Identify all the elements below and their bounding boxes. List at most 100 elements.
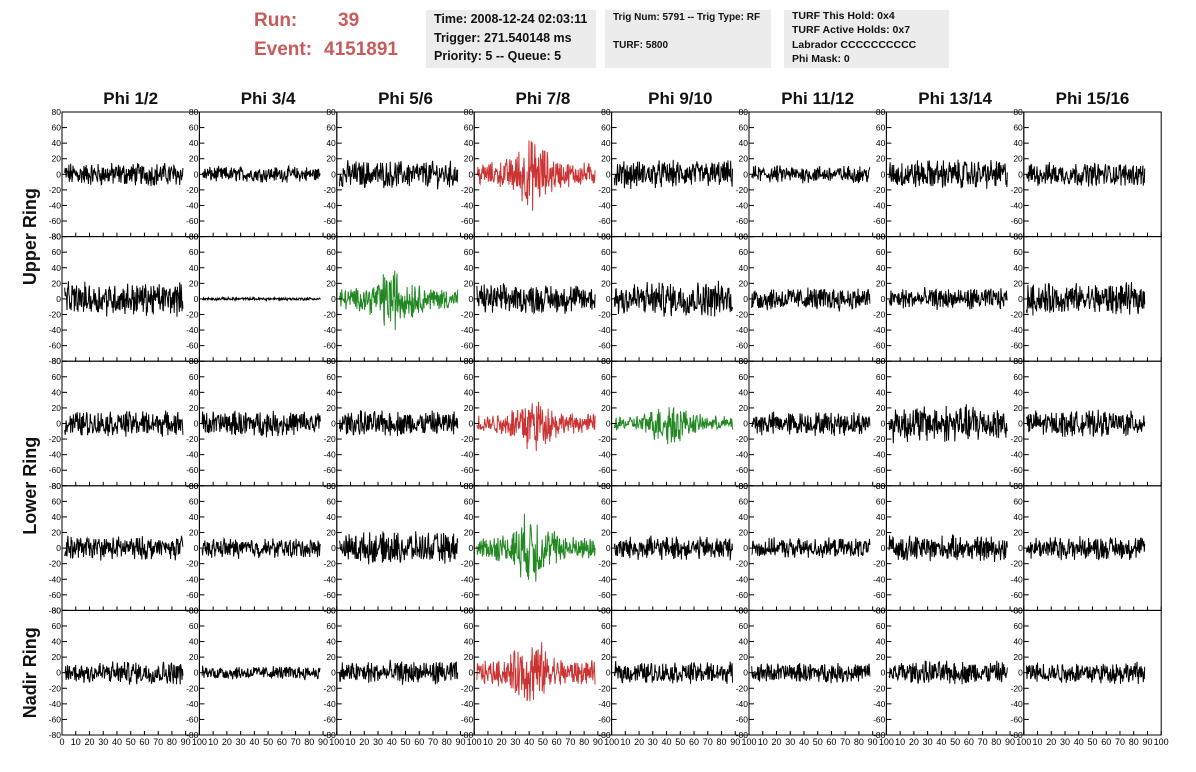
- y-tick-label: -60: [461, 714, 474, 724]
- x-tick-label: 30: [785, 737, 795, 747]
- y-tick-label: 20: [739, 528, 749, 538]
- y-tick-label: 40: [876, 387, 886, 397]
- column-title: Phi 11/12: [781, 89, 854, 108]
- y-tick-label: 40: [876, 512, 886, 522]
- y-tick-label: -20: [598, 683, 611, 693]
- waveform-trace: [1026, 409, 1146, 437]
- y-tick-label: 60: [876, 621, 886, 631]
- y-tick-label: 40: [876, 138, 886, 148]
- x-tick-label: 20: [909, 737, 919, 747]
- ring-label: Nadir Ring: [20, 627, 40, 718]
- run-label: Run:: [254, 10, 298, 31]
- x-tick-label: 20: [359, 737, 369, 747]
- y-tick-label: 20: [464, 652, 474, 662]
- x-tick-label: 60: [277, 737, 287, 747]
- x-tick-label: 30: [648, 737, 658, 747]
- x-tick-label: 40: [799, 737, 809, 747]
- y-tick-label: -20: [461, 683, 474, 693]
- y-tick-label: 80: [601, 232, 611, 242]
- y-tick-label: -20: [873, 185, 886, 195]
- x-tick-label: 60: [1101, 737, 1111, 747]
- y-tick-label: -20: [736, 185, 749, 195]
- y-tick-label: 40: [326, 263, 336, 273]
- phi-mask-text: Phi Mask: 0: [792, 53, 850, 65]
- y-tick-label: 80: [326, 356, 336, 366]
- y-tick-label: -60: [598, 465, 611, 475]
- x-tick-label: 90: [181, 737, 191, 747]
- y-tick-label: 80: [52, 481, 62, 491]
- y-tick-label: 0: [56, 419, 61, 429]
- y-tick-label: -60: [873, 590, 886, 600]
- y-tick-label: 20: [326, 154, 336, 164]
- y-tick-label: 20: [464, 278, 474, 288]
- y-tick-label: 20: [189, 652, 199, 662]
- y-tick-label: 80: [52, 605, 62, 615]
- y-tick-label: -40: [49, 325, 62, 335]
- y-tick-label: 0: [606, 294, 611, 304]
- y-tick-label: 60: [1013, 496, 1023, 506]
- y-tick-label: 20: [1013, 154, 1023, 164]
- y-tick-label: -20: [873, 434, 886, 444]
- x-tick-label: 80: [717, 737, 727, 747]
- y-tick-label: 60: [52, 372, 62, 382]
- waveform-trace: [339, 160, 459, 190]
- x-tick-label: 10: [208, 737, 218, 747]
- x-tick-label: 20: [1046, 737, 1056, 747]
- y-tick-label: 80: [876, 356, 886, 366]
- y-tick-label: -20: [49, 559, 62, 569]
- y-tick-label: 40: [876, 263, 886, 273]
- y-tick-label: -40: [598, 200, 611, 210]
- x-tick-label: 100: [604, 737, 619, 747]
- waveform-trace: [201, 164, 321, 183]
- y-tick-label: 60: [601, 496, 611, 506]
- y-tick-label: -20: [324, 185, 337, 195]
- y-tick-label: -20: [49, 309, 62, 319]
- x-tick-label: 30: [98, 737, 108, 747]
- y-tick-label: 40: [326, 138, 336, 148]
- y-tick-label: 80: [1013, 481, 1023, 491]
- y-tick-label: -20: [186, 185, 199, 195]
- y-tick-label: -40: [1011, 699, 1024, 709]
- y-tick-label: 0: [331, 294, 336, 304]
- y-tick-label: -40: [324, 574, 337, 584]
- y-tick-label: 80: [876, 605, 886, 615]
- waveform-trace: [1026, 536, 1146, 561]
- y-tick-label: -40: [736, 200, 749, 210]
- x-tick-label: 60: [964, 737, 974, 747]
- y-tick-label: 40: [464, 387, 474, 397]
- y-tick-label: -60: [598, 216, 611, 226]
- priority-text: Priority: 5 -- Queue: 5: [434, 49, 562, 63]
- y-tick-label: -40: [461, 699, 474, 709]
- x-tick-label: 40: [936, 737, 946, 747]
- x-tick-label: 10: [758, 737, 768, 747]
- x-tick-label: 100: [1154, 737, 1169, 747]
- y-tick-label: 0: [881, 419, 886, 429]
- y-tick-label: 80: [189, 107, 199, 117]
- x-tick-label: 90: [593, 737, 603, 747]
- y-tick-label: 80: [189, 605, 199, 615]
- y-tick-label: 40: [326, 387, 336, 397]
- y-tick-label: -20: [598, 434, 611, 444]
- waveform-trace: [339, 270, 459, 330]
- y-tick-label: 60: [189, 372, 199, 382]
- y-tick-label: -20: [186, 309, 199, 319]
- x-tick-label: 100: [741, 737, 756, 747]
- y-tick-label: -20: [49, 683, 62, 693]
- y-tick-label: -60: [1011, 590, 1024, 600]
- y-tick-label: -60: [461, 216, 474, 226]
- y-tick-label: 0: [606, 543, 611, 553]
- y-tick-label: 20: [876, 403, 886, 413]
- y-tick-label: 0: [743, 294, 748, 304]
- y-tick-label: 20: [326, 528, 336, 538]
- y-tick-label: -40: [873, 574, 886, 584]
- y-tick-label: -40: [736, 574, 749, 584]
- y-tick-label: 0: [881, 543, 886, 553]
- x-tick-label: 80: [304, 737, 314, 747]
- y-tick-label: 0: [743, 169, 748, 179]
- waveform-trace: [888, 660, 1008, 685]
- turf-active-text: TURF Active Holds: 0x7: [792, 24, 911, 36]
- y-tick-label: 80: [326, 481, 336, 491]
- x-tick-label: 40: [1074, 737, 1084, 747]
- y-tick-label: 40: [52, 387, 62, 397]
